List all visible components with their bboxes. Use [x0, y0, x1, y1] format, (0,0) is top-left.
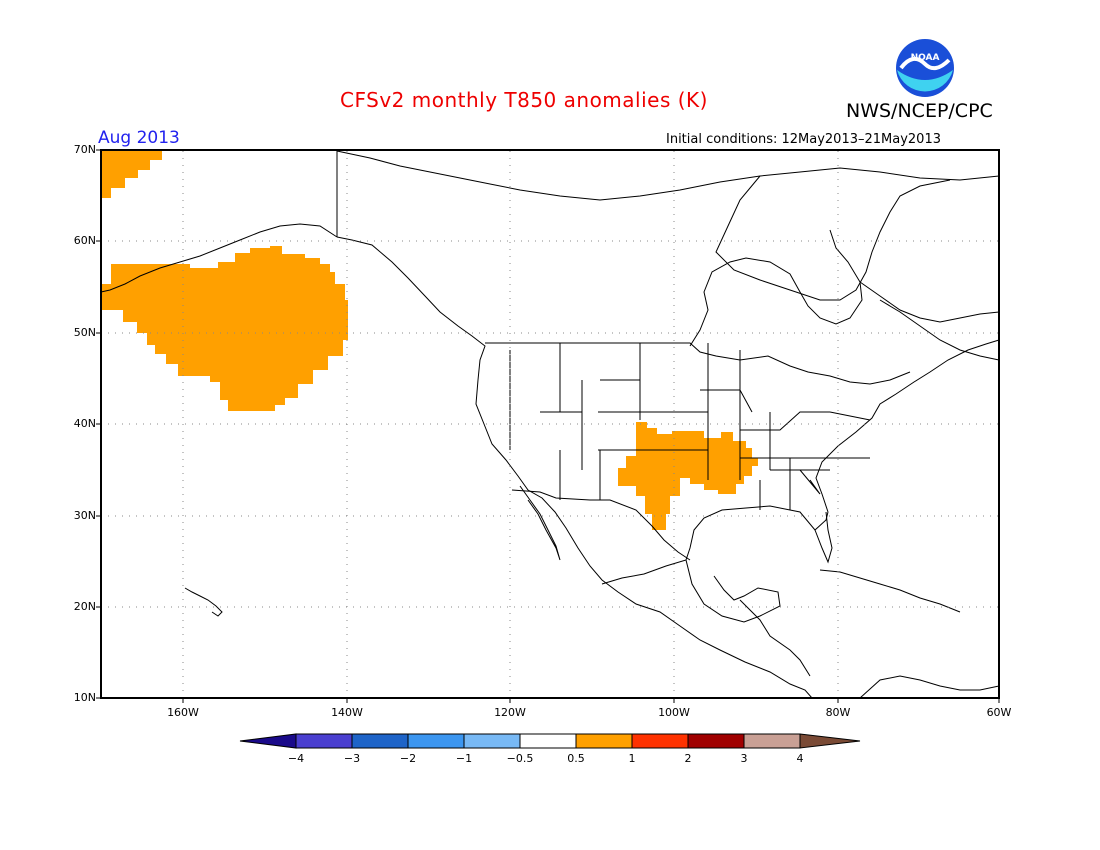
coast-alaska-north	[336, 150, 1000, 201]
lat-label-10n: 10N	[73, 691, 96, 704]
colorbar-low-arrow	[239, 733, 297, 749]
coastlines	[100, 150, 1000, 699]
organization-label: NWS/NCEP/CPC	[846, 100, 993, 122]
border-us-mexico	[511, 489, 691, 561]
coast-yucatan	[685, 559, 781, 623]
map-frame	[100, 149, 1000, 699]
central-america-lines	[739, 599, 811, 677]
colorbar-swatch-2	[351, 733, 409, 749]
colorbar-high-arrow	[799, 733, 861, 749]
lon-label-100w: 100W	[658, 706, 690, 719]
borders	[336, 151, 911, 677]
colorbar-swatch-3	[407, 733, 465, 749]
border-us-canada	[485, 342, 911, 385]
colorbar-swatch-5	[519, 733, 577, 749]
lat-label-60n: 60N	[73, 234, 96, 247]
forecast-period: Aug 2013	[98, 128, 180, 148]
state-lines	[509, 343, 871, 510]
coast-florida	[814, 511, 833, 564]
colorbar-label-3: 3	[740, 752, 748, 765]
anomaly-northwest-arctic	[101, 151, 162, 198]
colorbar-swatch-1	[295, 733, 353, 749]
lon-label-80w: 80W	[825, 706, 851, 719]
lon-label-60w: 60W	[986, 706, 1012, 719]
colorbar-swatch-7	[631, 733, 689, 749]
logo-text: NOAA	[911, 53, 940, 63]
colorbar-swatch-6	[575, 733, 633, 749]
colorbar-label-1: 1	[628, 752, 636, 765]
coast-arctic	[100, 223, 338, 293]
colorbar-swatch-4	[463, 733, 521, 749]
colorbar-label-neg2: −2	[399, 752, 417, 765]
anomaly-southern-plains	[618, 422, 758, 530]
colorbar	[239, 733, 861, 749]
coast-western-north-america	[336, 236, 813, 699]
lon-label-140w: 140W	[331, 706, 363, 719]
anomaly-fill	[101, 151, 758, 530]
colorbar-label-2: 2	[684, 752, 692, 765]
coast-hawaii	[184, 587, 223, 617]
colorbar-swatch-9	[743, 733, 801, 749]
lat-label-20n: 20N	[73, 600, 96, 613]
lat-label-40n: 40N	[73, 417, 96, 430]
lat-label-50n: 50N	[73, 326, 96, 339]
anomaly-gulf-of-alaska	[101, 246, 348, 411]
colorbar-label-neg05: −0.5	[506, 752, 534, 765]
coast-gulf-of-mexico	[601, 505, 829, 585]
coast-east	[815, 339, 1000, 513]
lon-label-160w: 160W	[167, 706, 199, 719]
colorbar-swatch-8	[687, 733, 745, 749]
coast-south-america	[859, 675, 1000, 699]
colorbar-label-neg4: −4	[287, 752, 305, 765]
colorbar-label-4: 4	[796, 752, 804, 765]
colorbar-label-neg3: −3	[343, 752, 361, 765]
coast-baja	[519, 485, 561, 561]
graticule	[101, 151, 999, 698]
lon-label-120w: 120W	[494, 706, 526, 719]
coast-hudson-bay	[689, 229, 863, 347]
lat-label-30n: 30N	[73, 509, 96, 522]
colorbar-label-05: 0.5	[567, 752, 585, 765]
coast-greenland	[715, 175, 951, 301]
coast-baffin	[879, 299, 1000, 361]
colorbar-label-neg1: −1	[455, 752, 473, 765]
initial-conditions: Initial conditions: 12May2013–21May2013	[666, 132, 941, 147]
coast-caribbean	[819, 569, 961, 613]
noaa-logo-icon: NOAA	[896, 39, 954, 97]
lat-label-70n: 70N	[73, 143, 96, 156]
axis-ticks	[96, 149, 1000, 703]
coast-labrador	[859, 281, 1000, 323]
map-title: CFSv2 monthly T850 anomalies (K)	[340, 88, 708, 112]
